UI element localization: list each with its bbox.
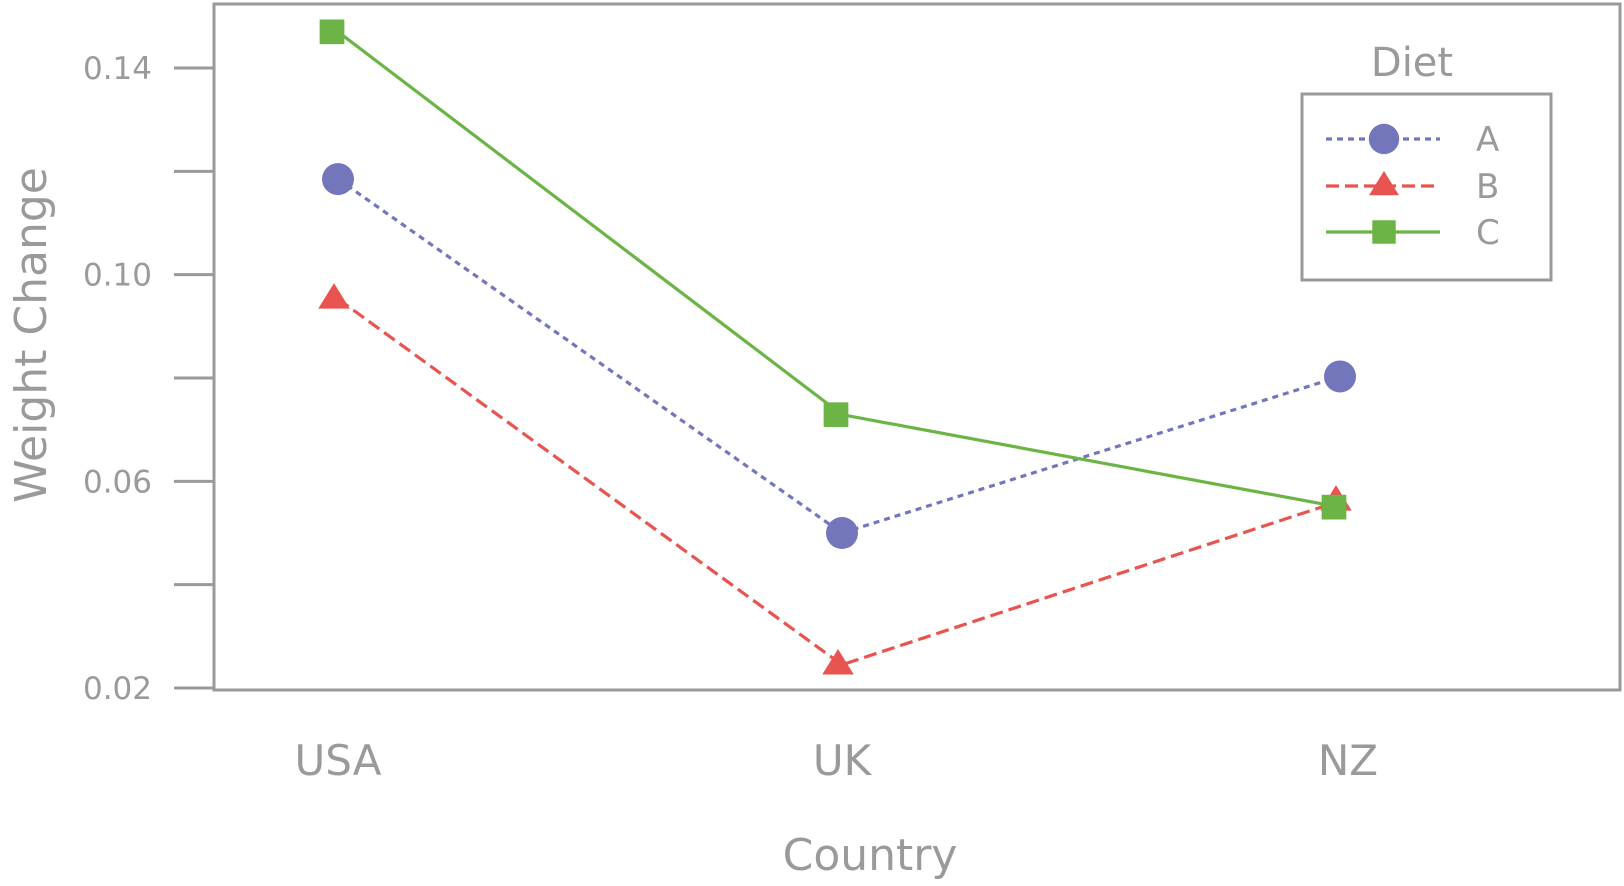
- data-point: [822, 648, 854, 675]
- x-tick-label: NZ: [1318, 736, 1378, 785]
- legend-entry-c: C: [1326, 213, 1500, 253]
- x-tick-label: USA: [295, 736, 382, 785]
- y-tick-label: 0.14: [83, 51, 152, 87]
- data-point: [319, 19, 345, 45]
- data-point: [322, 163, 354, 196]
- axis-labels: Country Weight Change Diet: [6, 40, 1453, 881]
- legend-marker: [1368, 123, 1400, 155]
- series-b: [318, 283, 1352, 675]
- y-axis-title: Weight Change: [6, 167, 57, 503]
- series-line: [337, 297, 1341, 667]
- x-tick-label: UK: [813, 736, 873, 785]
- data-point: [1324, 360, 1356, 393]
- data-point: [318, 283, 350, 309]
- data-point: [823, 402, 849, 428]
- legend-entry-b: B: [1326, 167, 1499, 207]
- y-tick-label: 0.10: [83, 258, 152, 294]
- legend: ABC: [1300, 92, 1553, 282]
- legend-label: A: [1476, 120, 1499, 160]
- legend-marker: [1369, 170, 1399, 196]
- series-a: [322, 163, 1356, 549]
- data-point: [826, 517, 858, 549]
- series-layer: [318, 19, 1356, 675]
- legend-box: [1300, 92, 1553, 282]
- legend-title: Diet: [1371, 40, 1453, 86]
- legend-label: B: [1476, 167, 1499, 207]
- x-axis-title: Country: [783, 830, 958, 881]
- series-line: [337, 30, 1341, 509]
- data-point: [1321, 494, 1347, 520]
- y-tick-label: 0.06: [83, 464, 152, 500]
- legend-marker: [1372, 220, 1396, 244]
- plot-frame: [212, 2, 1622, 692]
- legend-label: C: [1476, 213, 1500, 253]
- legend-entry-a: A: [1326, 120, 1499, 160]
- y-tick-label: 0.02: [83, 671, 152, 707]
- axes: 0.02 0.06 0.10 0.14 USA UK NZ: [83, 2, 1622, 785]
- series-c: [319, 19, 1347, 520]
